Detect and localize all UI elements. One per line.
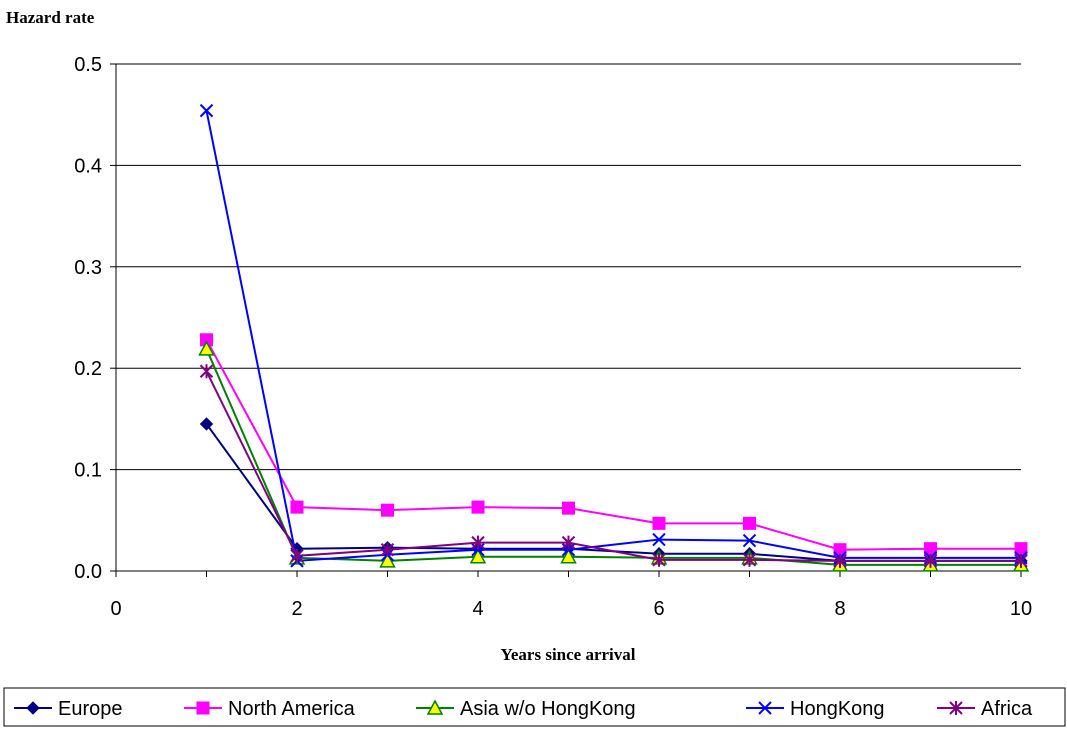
legend: Europe North America Asia w/o HongKong Hong… (3, 687, 1066, 727)
legend-marker (426, 699, 444, 715)
y-tick-label: 0.5 (74, 54, 102, 76)
series-asia-w-o-hongkong (198, 340, 1030, 572)
square-marker-shape (196, 701, 210, 715)
legend-label: HongKong (790, 698, 885, 720)
data-point-north-america (471, 500, 485, 514)
series-line-africa (205, 370, 1021, 562)
y-tick-label: 0.1 (74, 460, 102, 482)
data-point-asia-w-o-hongkong (198, 340, 215, 356)
data-point-hongkong (652, 532, 666, 547)
legend-marker (196, 701, 210, 715)
diamond-marker-shape (199, 417, 214, 431)
series-africa (199, 364, 1028, 568)
y-tick-label: 0.2 (74, 358, 102, 380)
data-point-africa (471, 535, 485, 550)
data-point-africa (742, 552, 757, 567)
square-marker-shape (381, 503, 394, 517)
series-line-asia-w-o-hongkong (205, 348, 1021, 566)
legend-item-europe: Europe (14, 698, 123, 720)
series-line-north-america (205, 339, 1021, 551)
series-hongkong (199, 103, 1028, 568)
series-line-hongkong (205, 110, 1021, 562)
data-point-africa (923, 553, 938, 568)
y-tick-label: 0.0 (74, 561, 102, 583)
triangle-marker-shape (426, 699, 444, 715)
x-axis-title: Years since arrival (500, 645, 635, 664)
data-point-asia-w-o-hongkong (469, 548, 487, 564)
legend-label: North America (228, 698, 356, 720)
square-marker-shape (743, 516, 756, 530)
series-line-europe (205, 423, 1021, 562)
x-marker-stroke (199, 103, 214, 118)
x-tick-label: 6 (653, 598, 664, 620)
y-tick-labels: 0.0 0.1 0.2 0.3 0.4 0.5 (74, 54, 102, 583)
square-marker-shape (562, 501, 575, 515)
y-axis-title: Hazard rate (6, 8, 95, 27)
legend-item-africa: Africa (937, 698, 1033, 720)
data-point-hongkong (742, 533, 757, 548)
legend-label: Asia w/o HongKong (460, 698, 636, 720)
legend-item-hongkong: HongKong (746, 698, 885, 720)
diamond-marker-shape (26, 701, 40, 715)
data-point-africa (1014, 553, 1028, 568)
x-tick-label: 0 (110, 598, 121, 620)
data-point-asia-w-o-hongkong (379, 552, 396, 568)
data-point-europe (199, 417, 214, 431)
x-marker-stroke (758, 701, 772, 715)
data-point-africa (290, 548, 304, 563)
legend-label: Africa (981, 698, 1033, 720)
data-point-asia-w-o-hongkong (560, 548, 577, 564)
x-marker-stroke (652, 532, 666, 547)
legend-item-asia-w-o-hongkong: Asia w/o HongKong (416, 698, 636, 720)
square-marker-shape (652, 516, 666, 530)
data-point-africa (380, 542, 395, 557)
gridlines (116, 63, 1021, 471)
data-point-north-america (562, 501, 575, 515)
data-point-africa (833, 553, 847, 568)
series-north-america (200, 333, 1028, 557)
x-tick-label: 8 (834, 598, 845, 620)
legend-item-north-america: North America (184, 698, 356, 720)
x-tick-labels: 0 2 4 6 8 10 (110, 598, 1032, 620)
y-tick-label: 0.3 (74, 257, 102, 279)
square-marker-shape (471, 500, 485, 514)
data-point-north-america (290, 500, 304, 514)
data-point-north-america (652, 516, 666, 530)
data-point-africa (199, 364, 214, 379)
triangle-marker-shape (379, 552, 396, 568)
legend-marker (26, 701, 40, 715)
triangle-marker-shape (560, 548, 577, 564)
axes (110, 63, 1022, 577)
data-point-north-america (743, 516, 756, 530)
square-marker-shape (290, 500, 304, 514)
legend-label: Europe (58, 698, 123, 720)
y-tick-label: 0.4 (74, 155, 102, 177)
data-point-africa (561, 535, 576, 550)
series-group (198, 103, 1030, 572)
legend-marker (758, 701, 772, 715)
x-tick-label: 2 (291, 598, 302, 620)
x-tick-label: 10 (1010, 598, 1032, 620)
legend-box (3, 687, 1066, 727)
x-marker-stroke (742, 533, 757, 548)
legend-marker (949, 701, 963, 715)
data-point-hongkong (199, 103, 214, 118)
triangle-marker-shape (198, 340, 215, 356)
data-point-africa (652, 552, 666, 567)
data-point-north-america (381, 503, 394, 517)
triangle-marker-shape (469, 548, 487, 564)
x-tick-label: 4 (472, 598, 483, 620)
